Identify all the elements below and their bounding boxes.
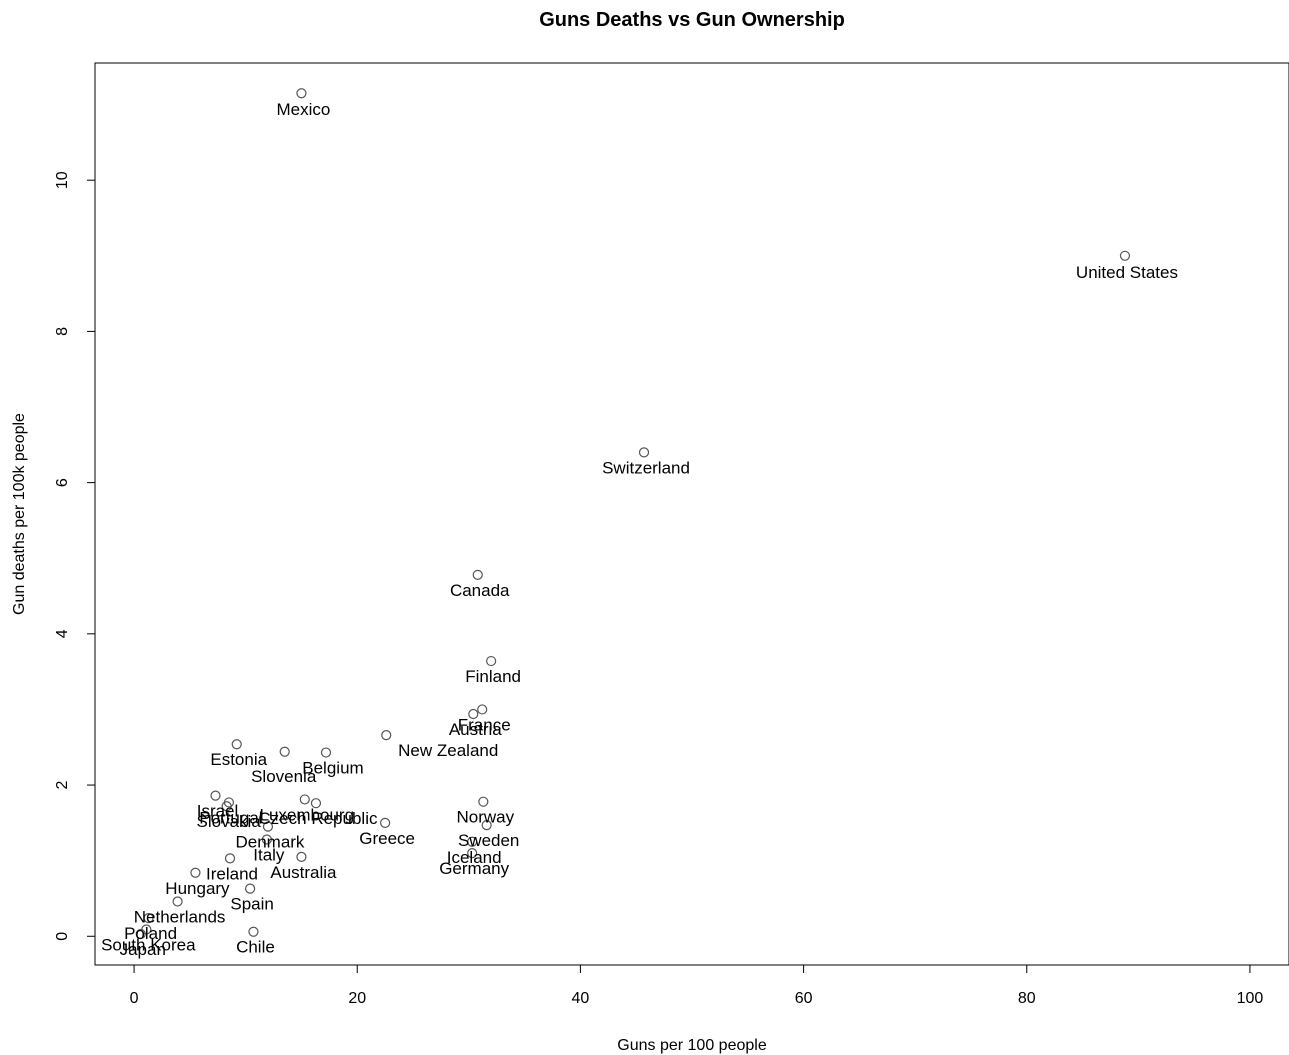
point-label: Portugal xyxy=(199,808,262,827)
x-tick-label: 0 xyxy=(130,990,139,1007)
point-label: Finland xyxy=(465,667,521,686)
point-label: Hungary xyxy=(165,879,230,898)
data-point xyxy=(486,655,497,667)
y-tick-label: 8 xyxy=(54,327,71,336)
data-point xyxy=(221,801,232,812)
data-point xyxy=(472,569,483,580)
data-point xyxy=(245,883,256,894)
data-point xyxy=(638,447,650,458)
data-point xyxy=(478,796,489,807)
chart-title: Guns Deaths vs Gun Ownership xyxy=(539,9,845,31)
data-point xyxy=(279,746,290,757)
data-point xyxy=(190,867,201,878)
data-point xyxy=(248,926,259,937)
point-label: Mexico xyxy=(277,100,331,119)
point-label: Greece xyxy=(359,829,415,848)
x-tick-label: 40 xyxy=(572,990,590,1007)
x-axis-label: Guns per 100 people xyxy=(617,1037,767,1054)
x-tick-label: 60 xyxy=(795,990,813,1007)
y-tick-label: 2 xyxy=(54,781,71,790)
data-point xyxy=(296,851,307,862)
point-label: Japan xyxy=(120,940,166,959)
point-label: Slovenia xyxy=(251,767,317,786)
point-label: Belgium xyxy=(302,759,363,778)
data-point xyxy=(231,739,242,750)
data-points xyxy=(135,88,1131,940)
point-label: New Zealand xyxy=(398,741,498,760)
point-label: Slovakia xyxy=(197,812,262,831)
data-point xyxy=(468,708,479,720)
point-label: Spain xyxy=(230,895,273,914)
point-labels: Mexico United States Switzerland Canada Finl… xyxy=(101,100,1178,959)
data-point xyxy=(467,848,478,859)
point-label: Canada xyxy=(450,581,510,600)
y-tick-label: 4 xyxy=(54,629,71,638)
y-axis: 0 2 4 6 8 10 xyxy=(54,171,95,941)
x-tick-label: 80 xyxy=(1018,990,1036,1007)
y-tick-label: 6 xyxy=(54,478,71,487)
point-label: Netherlands xyxy=(134,907,226,926)
point-label: France xyxy=(458,715,511,734)
point-label: Iceland xyxy=(447,848,502,867)
data-point xyxy=(210,790,221,801)
data-point xyxy=(143,913,154,924)
point-label: Norway xyxy=(457,808,515,827)
point-label: Australia xyxy=(270,863,337,882)
point-label: Switzerland xyxy=(602,458,690,477)
data-point xyxy=(296,88,307,99)
point-label: Luxembourg xyxy=(260,805,355,824)
y-tick-label: 0 xyxy=(54,932,71,941)
data-point xyxy=(310,798,322,809)
data-point xyxy=(1119,250,1131,261)
point-label: Sweden xyxy=(458,831,519,850)
point-label: United States xyxy=(1076,263,1178,282)
data-point xyxy=(380,817,391,828)
point-label: Israel xyxy=(197,802,239,821)
data-point xyxy=(320,747,332,758)
point-label: Austria xyxy=(449,720,502,739)
data-point xyxy=(467,836,478,847)
point-label: Denmark xyxy=(235,833,304,852)
point-label: Poland xyxy=(124,924,177,943)
data-point xyxy=(299,794,310,805)
point-label: Italy xyxy=(253,845,285,864)
x-tick-label: 20 xyxy=(348,990,366,1007)
point-label: Czech Republic xyxy=(258,809,378,828)
plot-frame xyxy=(94,62,1289,966)
data-point xyxy=(381,730,392,741)
x-tick-label: 100 xyxy=(1237,990,1264,1007)
x-axis: 0 20 40 60 80 100 xyxy=(130,965,1264,1007)
point-label: Ireland xyxy=(206,864,258,883)
point-label: South Korea xyxy=(101,935,196,954)
data-point xyxy=(224,853,236,864)
data-point xyxy=(135,928,146,940)
point-label: Estonia xyxy=(210,750,267,769)
point-label: Germany xyxy=(439,859,509,878)
point-label: Chile xyxy=(236,938,275,957)
data-point xyxy=(261,834,272,845)
data-point xyxy=(477,704,488,715)
data-point xyxy=(172,896,183,907)
y-tick-label: 10 xyxy=(54,171,71,189)
data-point xyxy=(262,821,274,832)
data-point xyxy=(481,820,492,831)
y-axis-label: Gun deaths per 100k people xyxy=(11,413,28,615)
